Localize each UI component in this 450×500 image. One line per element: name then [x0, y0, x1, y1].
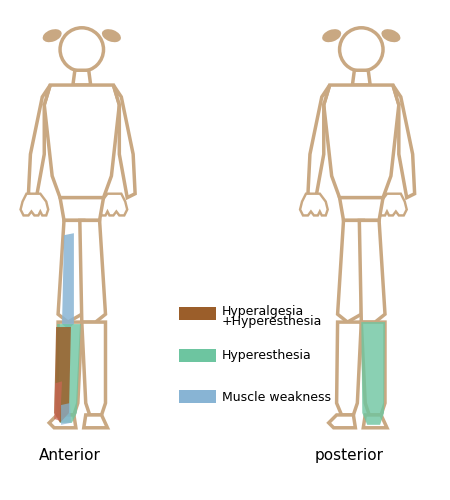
Polygon shape	[300, 194, 328, 216]
Ellipse shape	[43, 29, 62, 42]
Polygon shape	[58, 220, 84, 322]
Polygon shape	[324, 85, 399, 198]
Polygon shape	[393, 85, 414, 198]
Text: posterior: posterior	[315, 448, 384, 462]
Polygon shape	[99, 194, 127, 216]
Ellipse shape	[102, 29, 121, 42]
Polygon shape	[80, 220, 105, 322]
Polygon shape	[328, 415, 356, 428]
Polygon shape	[61, 403, 71, 425]
Text: Hyperesthesia: Hyperesthesia	[222, 349, 312, 362]
FancyBboxPatch shape	[179, 390, 216, 403]
Text: Anterior: Anterior	[39, 448, 101, 462]
Polygon shape	[54, 327, 71, 423]
Polygon shape	[82, 322, 105, 415]
Polygon shape	[73, 70, 91, 85]
Polygon shape	[361, 322, 385, 425]
Polygon shape	[352, 70, 370, 85]
Polygon shape	[60, 198, 104, 220]
Ellipse shape	[382, 29, 400, 42]
Circle shape	[60, 28, 104, 71]
Polygon shape	[113, 85, 135, 198]
Polygon shape	[363, 415, 387, 428]
Polygon shape	[49, 415, 76, 428]
Polygon shape	[57, 322, 82, 415]
Polygon shape	[379, 194, 407, 216]
Text: Hyperalgesia: Hyperalgesia	[222, 304, 304, 318]
Polygon shape	[84, 415, 108, 428]
Text: +Hyperesthesia: +Hyperesthesia	[222, 314, 322, 328]
Polygon shape	[361, 322, 385, 415]
Polygon shape	[359, 220, 385, 322]
Ellipse shape	[322, 29, 341, 42]
Polygon shape	[338, 220, 363, 322]
Text: Muscle weakness: Muscle weakness	[222, 390, 331, 404]
Polygon shape	[54, 382, 62, 421]
Polygon shape	[28, 85, 50, 198]
Polygon shape	[21, 194, 48, 216]
Polygon shape	[44, 85, 119, 198]
Polygon shape	[308, 85, 330, 198]
Polygon shape	[56, 324, 81, 423]
Polygon shape	[337, 322, 361, 415]
Polygon shape	[62, 233, 74, 329]
Polygon shape	[340, 198, 383, 220]
FancyBboxPatch shape	[179, 349, 216, 362]
Circle shape	[340, 28, 383, 71]
FancyBboxPatch shape	[179, 308, 216, 320]
